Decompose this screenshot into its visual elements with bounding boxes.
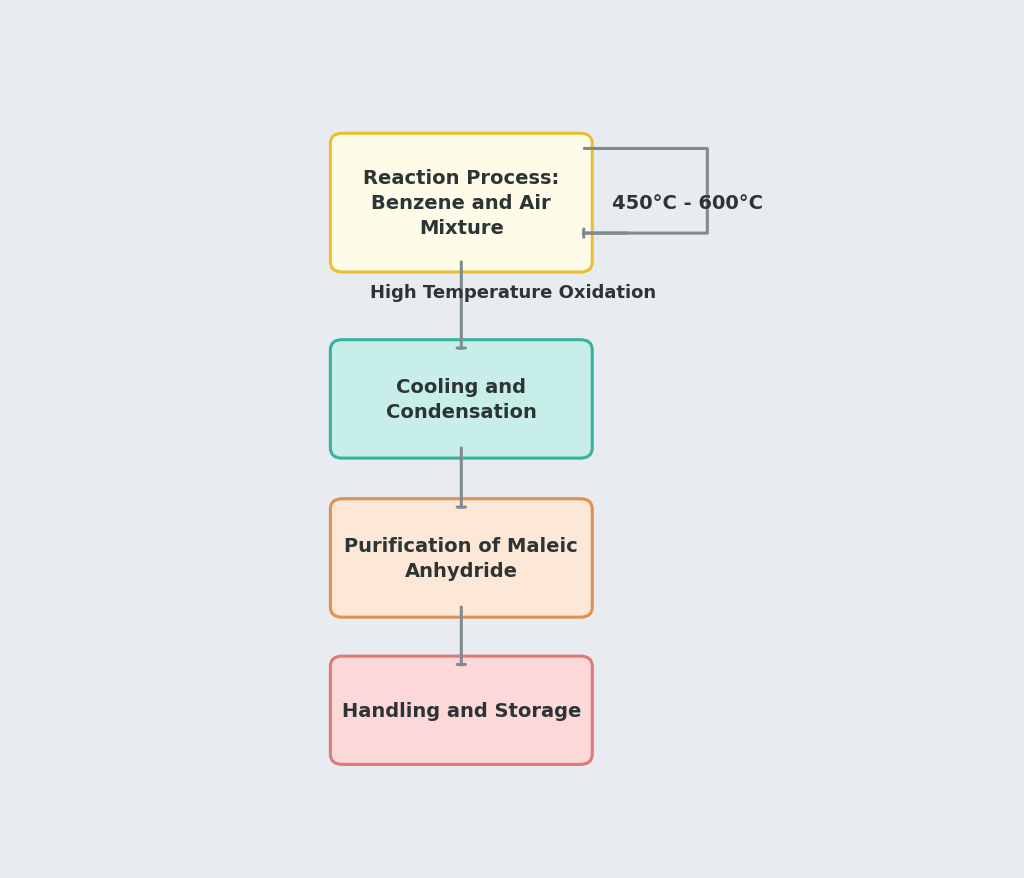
Text: Purification of Maleic
Anhydride: Purification of Maleic Anhydride bbox=[344, 536, 579, 580]
Text: Cooling and
Condensation: Cooling and Condensation bbox=[386, 378, 537, 421]
FancyBboxPatch shape bbox=[331, 500, 592, 617]
Text: Handling and Storage: Handling and Storage bbox=[342, 701, 581, 720]
FancyBboxPatch shape bbox=[331, 657, 592, 765]
FancyBboxPatch shape bbox=[331, 134, 592, 273]
Text: High Temperature Oxidation: High Temperature Oxidation bbox=[370, 284, 656, 302]
Text: 450°C - 600°C: 450°C - 600°C bbox=[612, 194, 763, 212]
FancyBboxPatch shape bbox=[331, 341, 592, 458]
Text: Reaction Process:
Benzene and Air
Mixture: Reaction Process: Benzene and Air Mixtur… bbox=[364, 169, 559, 238]
